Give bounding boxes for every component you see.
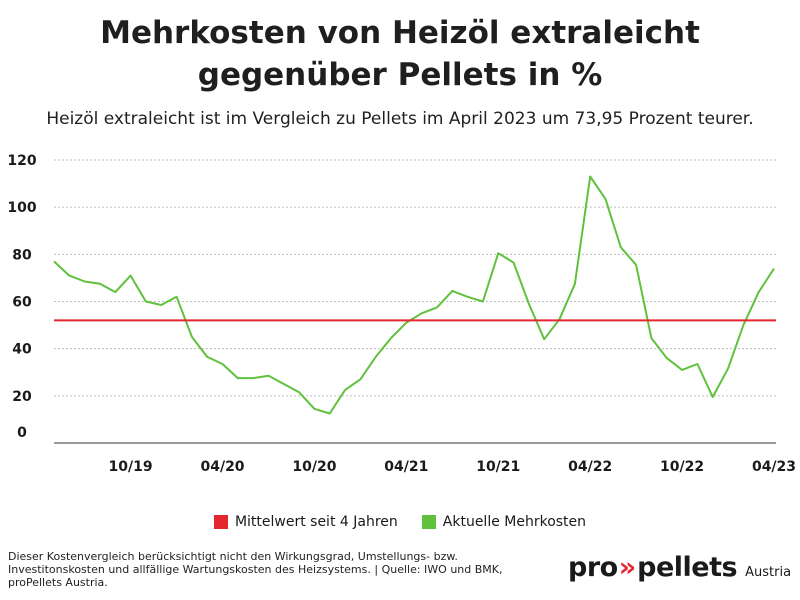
x-tick-label: 10/20 [292,459,336,475]
series-line-mehrkosten [53,175,775,415]
logo-arrows-icon: » [618,552,637,583]
x-tick-label: 04/21 [384,459,428,475]
logo-austria: Austria [745,565,792,580]
chart-subtitle: Heizöl extraleicht ist im Vergleich zu P… [46,109,754,129]
legend: Mittelwert seit 4 Jahren Aktuelle Mehrko… [0,514,800,530]
title-line-2: gegenüber Pellets in % [197,57,603,93]
y-tick-label: 0 [17,425,27,441]
legend-item-mittelwert: Mittelwert seit 4 Jahren [213,514,398,530]
x-tick-label: 10/22 [660,459,704,475]
y-tick-label: 60 [12,295,32,311]
legend-swatch-green [421,515,436,529]
series-layer [53,175,776,415]
x-tick-label: 04/23 [752,459,796,475]
legend-item-mehrkosten: Aktuelle Mehrkosten [421,514,587,530]
logo-pellets: pellets [637,552,738,583]
x-axis-ticks: 10/19 04/20 10/20 04/21 10/21 04/22 10/22 04/23 [109,459,796,475]
line-chart: 0 20 40 60 80 100 120 10/19 04/20 10/20 04/21 10/2… [7,153,796,475]
footnote: Dieser Kostenvergleich berücksichtigt ni… [8,550,503,589]
legend-label-mittelwert: Mittelwert seit 4 Jahren [234,514,398,530]
y-tick-label: 100 [7,200,36,216]
x-tick-label: 10/21 [476,459,520,475]
x-tick-label: 04/20 [200,459,244,475]
grid-lines [54,159,776,444]
y-tick-label: 80 [12,247,32,263]
legend-label-mehrkosten: Aktuelle Mehrkosten [442,514,587,530]
legend-swatch-red [213,515,228,529]
chart-title: Mehrkosten von Heizöl extraleicht gegenü… [0,12,800,96]
y-tick-label: 20 [12,389,32,405]
y-tick-label: 120 [7,153,36,169]
title-line-1: Mehrkosten von Heizöl extraleicht [100,15,700,51]
propellets-logo: pro » pellets Austria [568,552,791,583]
x-tick-label: 04/22 [568,459,612,475]
y-tick-label: 40 [12,342,32,358]
y-axis-ticks: 0 20 40 60 80 100 120 [7,153,36,441]
logo-pro: pro [568,552,618,583]
x-tick-label: 10/19 [109,459,153,475]
